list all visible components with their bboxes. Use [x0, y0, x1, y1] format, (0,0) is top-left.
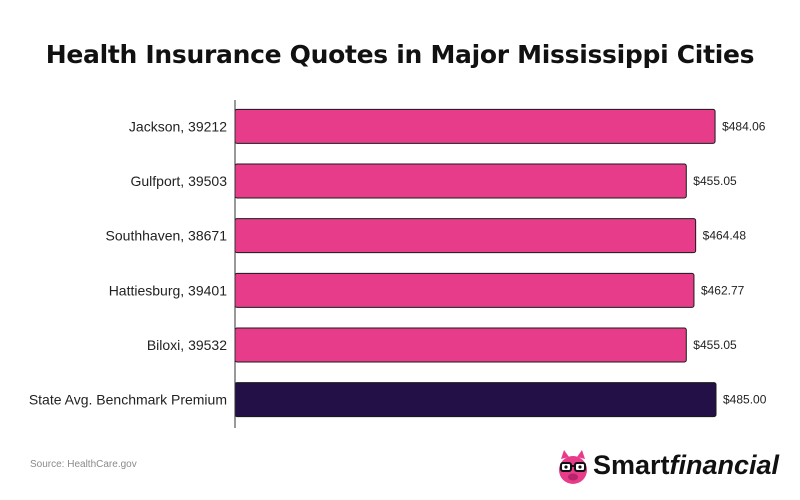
value-label: $462.77	[701, 283, 745, 297]
value-label: $464.48	[703, 229, 747, 243]
value-label: $455.05	[693, 174, 737, 188]
bar-5	[234, 382, 717, 418]
logo-wordmark-financial: financial	[669, 450, 780, 480]
bar-2	[234, 218, 697, 254]
value-label: $455.05	[693, 338, 737, 352]
category-label: State Avg. Benchmark Premium	[29, 392, 227, 408]
logo-wordmark-smart: Smart	[593, 450, 670, 480]
category-label: Southhaven, 38671	[106, 228, 228, 244]
bar-0	[234, 108, 716, 144]
bar-1	[234, 163, 687, 199]
bar-4	[234, 327, 687, 363]
value-label: $484.06	[722, 119, 766, 133]
category-label: Biloxi, 39532	[147, 337, 227, 353]
category-label: Jackson, 39212	[129, 118, 227, 134]
value-label: $485.00	[723, 393, 767, 407]
category-label: Gulfport, 39503	[130, 173, 227, 189]
pig-mascot-icon	[559, 450, 587, 484]
source-note: Source: HealthCare.gov	[30, 459, 137, 470]
bar-3	[234, 272, 695, 308]
smartfinancial-logo: Smartfinancial	[556, 448, 779, 488]
chart-title: Health Insurance Quotes in Major Mississ…	[45, 40, 755, 69]
category-label: Hattiesburg, 39401	[109, 282, 228, 298]
logo-wordmark: Smartfinancial	[593, 450, 779, 481]
